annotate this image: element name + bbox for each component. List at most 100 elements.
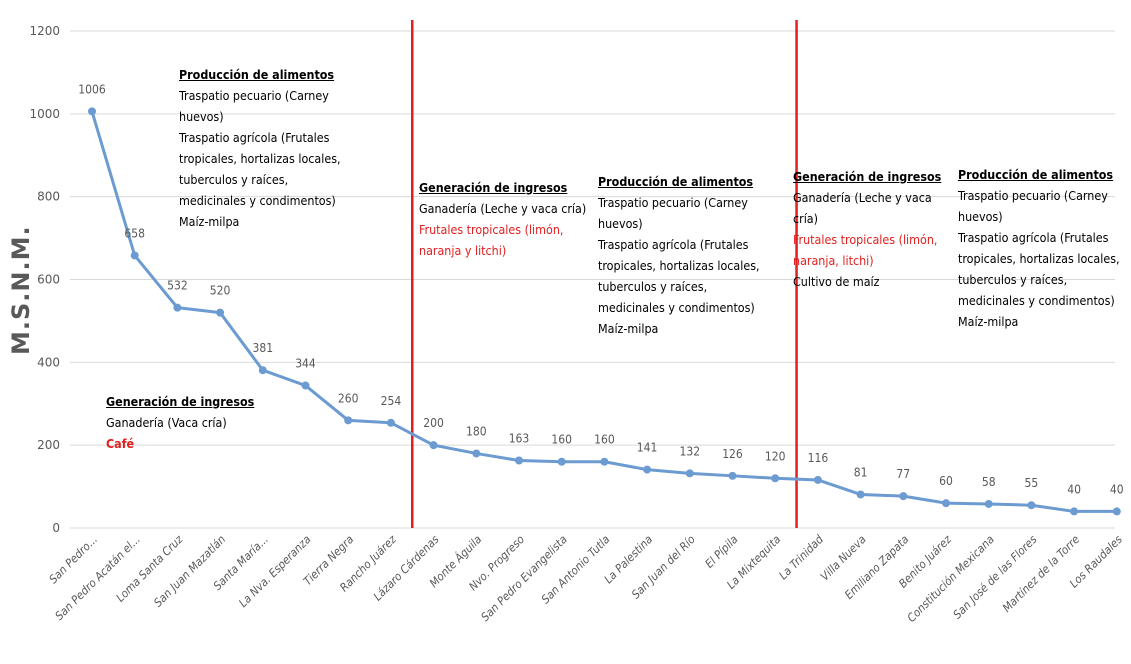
elevation-series <box>88 107 1121 516</box>
x-tick-label: La Nva. Esperanza <box>236 532 314 610</box>
data-label: 658 <box>124 226 145 240</box>
zone1-food-line: huevos) <box>179 109 224 124</box>
y-tick-label: 800 <box>37 190 60 204</box>
data-point <box>984 499 993 508</box>
x-axis-ticks: San Pedro...San Pedro Acatán el...Loma S… <box>46 532 1125 625</box>
y-tick-label: 1000 <box>29 107 60 121</box>
x-tick-label: San Juan Mazatlán <box>151 532 228 609</box>
zone3-income-annotation: Generación de ingresos Ganadería (Leche … <box>793 166 953 292</box>
zone3-food-heading: Producción de alimentos <box>958 167 1114 182</box>
data-point <box>856 490 865 499</box>
data-label: 116 <box>808 451 829 465</box>
data-label: 520 <box>210 284 231 298</box>
zone3-food-line: Traspatio agrícola (Frutales <box>958 230 1109 245</box>
data-point <box>88 107 96 116</box>
zone3-food-annotation: Producción de alimentos Traspatio pecuar… <box>958 164 1128 332</box>
zone2-income-line-highlight: Frutales tropicales (limón, <box>419 222 564 237</box>
data-label: 532 <box>167 279 188 293</box>
data-point <box>216 308 225 317</box>
zone3-income-heading: Generación de ingresos <box>793 169 942 184</box>
data-point <box>600 457 609 466</box>
data-label: 254 <box>381 394 402 408</box>
zone1-food-annotation: Producción de alimentos Traspatio pecuar… <box>179 64 379 232</box>
data-label: 60 <box>939 474 953 488</box>
zone1-food-heading: Producción de alimentos <box>179 67 335 82</box>
y-axis-label: M.S.N.M. <box>7 225 35 355</box>
zone1-food-line: Maíz-milpa <box>179 214 240 229</box>
data-label: 120 <box>765 449 786 463</box>
y-tick-label: 0 <box>52 521 60 535</box>
data-label: 180 <box>466 424 487 438</box>
data-point <box>557 457 566 466</box>
data-point <box>813 475 822 484</box>
data-point <box>643 465 652 474</box>
data-label: 160 <box>594 433 615 447</box>
zone2-food-line: Maíz-milpa <box>598 321 659 336</box>
data-label: 160 <box>551 433 572 447</box>
zone3-income-line-highlight: Frutales tropicales (limón, <box>793 232 938 247</box>
x-tick-label: El Pípila <box>702 532 741 571</box>
zone1-food-line: medicinales y condimentos) <box>179 193 336 208</box>
zone3-income-line: Ganadería (Leche y vaca cría) <box>793 190 932 226</box>
data-point <box>173 303 182 312</box>
data-point <box>386 418 395 427</box>
data-label: 200 <box>423 416 444 430</box>
y-tick-label: 600 <box>37 273 60 287</box>
data-label: 55 <box>1025 476 1039 490</box>
zone2-income-annotation: Generación de ingresos Ganadería (Leche … <box>419 177 594 261</box>
zone2-food-line: huevos) <box>598 216 643 231</box>
zone1-food-line: tuberculos y raíces, <box>179 172 289 187</box>
zone1-food-line: Traspatio pecuario (Carney <box>179 88 329 103</box>
data-point <box>344 416 353 425</box>
gridlines <box>70 30 1115 529</box>
data-label: 1006 <box>78 82 106 96</box>
zone3-food-line: Traspatio pecuario (Carney <box>958 188 1108 203</box>
zone1-income-heading: Generación de ingresos <box>106 394 255 409</box>
y-axis-ticks: 0 200 400 600 800 1000 1200 <box>29 24 60 535</box>
data-point <box>258 366 267 375</box>
zone3-income-line: Cultivo de maíz <box>793 274 880 289</box>
y-tick-label: 1200 <box>29 24 60 38</box>
data-point <box>429 441 438 450</box>
data-label: 126 <box>722 447 743 461</box>
y-tick-label: 200 <box>37 438 60 452</box>
zone2-food-line: Traspatio agrícola (Frutales <box>598 237 749 252</box>
zone3-food-line: Maíz-milpa <box>958 314 1019 329</box>
x-tick-label: Martínez de la Torre <box>1000 532 1083 615</box>
zone2-income-line: Ganadería (Leche y vaca cría) <box>419 201 587 216</box>
zone3-food-line: tropicales, hortalizas locales, <box>958 251 1120 266</box>
data-label: 58 <box>982 475 996 489</box>
data-label: 40 <box>1110 482 1124 496</box>
zone3-food-line: huevos) <box>958 209 1003 224</box>
zone2-food-line: Traspatio pecuario (Carney <box>598 195 748 210</box>
data-point <box>301 381 310 390</box>
zone1-income-line: Ganadería (Vaca cría) <box>106 415 227 430</box>
zone2-food-annotation: Producción de alimentos Traspatio pecuar… <box>598 171 778 339</box>
zone1-food-line: Traspatio agrícola (Frutales <box>179 130 330 145</box>
y-tick-label: 400 <box>37 355 60 369</box>
data-point <box>515 456 523 465</box>
zone1-food-line: tropicales, hortalizas locales, <box>179 151 341 166</box>
data-label: 132 <box>679 444 700 458</box>
data-point <box>942 499 950 508</box>
data-label: 141 <box>637 441 658 455</box>
data-label: 260 <box>338 391 359 405</box>
zone2-food-heading: Producción de alimentos <box>598 174 754 189</box>
data-point <box>728 471 737 480</box>
zone2-income-heading: Generación de ingresos <box>419 180 568 195</box>
zone2-food-line: tuberculos y raíces, <box>598 279 708 294</box>
zone3-income-line-highlight: naranja, litchi) <box>793 253 874 268</box>
data-label: 77 <box>896 467 910 481</box>
data-label: 381 <box>252 341 273 355</box>
zone2-income-line-highlight: naranja y litchi) <box>419 243 507 258</box>
data-point <box>472 449 481 458</box>
data-point <box>130 251 139 260</box>
data-point <box>1070 507 1079 516</box>
zone-dividers <box>411 20 798 528</box>
data-label: 81 <box>854 465 868 479</box>
data-label: 344 <box>295 357 316 371</box>
zone1-income-annotation: Generación de ingresos Ganadería (Vaca c… <box>106 391 286 454</box>
zone1-income-line-highlight: Café <box>106 436 135 451</box>
data-labels: 1006 658 532 520 381 344 260 254 200 180 163 160 160… <box>78 82 1124 496</box>
